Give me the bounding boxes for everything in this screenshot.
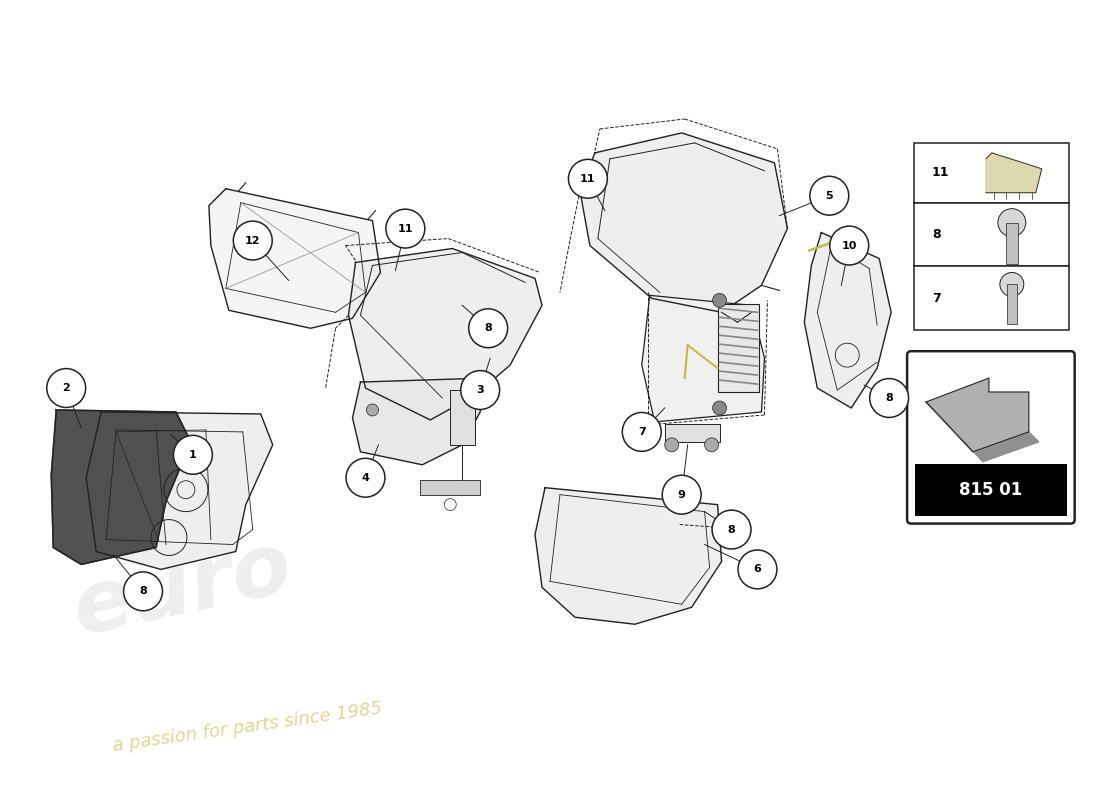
Circle shape [662, 475, 701, 514]
Circle shape [712, 510, 751, 549]
Circle shape [123, 572, 163, 610]
Text: 4: 4 [362, 473, 370, 482]
Text: 9: 9 [678, 490, 685, 500]
Bar [420, 480, 481, 494]
Text: 5: 5 [825, 190, 833, 201]
Polygon shape [349, 249, 542, 420]
Bar [1006, 285, 1016, 324]
Text: 7: 7 [638, 427, 646, 437]
Text: a passion for parts since 1985: a passion for parts since 1985 [111, 699, 383, 754]
Bar [664, 424, 719, 442]
Circle shape [233, 221, 272, 260]
Circle shape [346, 458, 385, 497]
Circle shape [738, 550, 777, 589]
Circle shape [174, 435, 212, 474]
Circle shape [569, 159, 607, 198]
Text: 8: 8 [140, 586, 147, 596]
Text: euro: euro [66, 526, 300, 653]
Text: 8: 8 [728, 525, 736, 534]
Bar [450, 390, 475, 445]
Polygon shape [641, 295, 764, 422]
Polygon shape [804, 233, 891, 408]
Circle shape [366, 404, 378, 416]
Text: 1: 1 [189, 450, 197, 460]
Bar [914, 143, 1069, 202]
Text: 12: 12 [245, 235, 261, 246]
Text: 11: 11 [580, 174, 596, 184]
Circle shape [623, 413, 661, 451]
Circle shape [705, 438, 718, 452]
Circle shape [469, 309, 507, 348]
Circle shape [998, 209, 1026, 237]
Text: 2: 2 [63, 383, 70, 393]
Polygon shape [926, 378, 1028, 452]
Circle shape [713, 401, 727, 415]
Text: 11: 11 [932, 166, 949, 179]
Bar [1005, 222, 1018, 265]
Text: 7: 7 [932, 292, 940, 305]
Polygon shape [86, 412, 273, 570]
Polygon shape [535, 488, 722, 624]
Bar [717, 304, 759, 392]
Text: 8: 8 [484, 323, 492, 334]
Circle shape [810, 176, 849, 215]
Text: 3: 3 [476, 385, 484, 395]
Text: 8: 8 [932, 228, 940, 241]
Circle shape [461, 370, 499, 410]
Circle shape [444, 498, 456, 510]
Circle shape [713, 294, 727, 307]
Text: 10: 10 [842, 241, 857, 250]
Circle shape [664, 438, 679, 452]
Polygon shape [580, 133, 788, 312]
Bar [915, 464, 1067, 515]
Text: 11: 11 [397, 223, 414, 234]
Circle shape [870, 378, 909, 418]
Polygon shape [209, 189, 381, 328]
Bar [914, 266, 1069, 330]
Circle shape [386, 209, 425, 248]
Bar [914, 202, 1069, 266]
Text: 6: 6 [754, 565, 761, 574]
Circle shape [829, 226, 869, 265]
Circle shape [1000, 273, 1024, 296]
Polygon shape [926, 402, 1038, 462]
Polygon shape [52, 410, 191, 565]
Polygon shape [986, 153, 1042, 193]
Text: 8: 8 [886, 393, 893, 403]
Polygon shape [352, 378, 485, 465]
Circle shape [47, 369, 86, 407]
FancyBboxPatch shape [908, 351, 1075, 523]
Text: 815 01: 815 01 [959, 481, 1023, 498]
